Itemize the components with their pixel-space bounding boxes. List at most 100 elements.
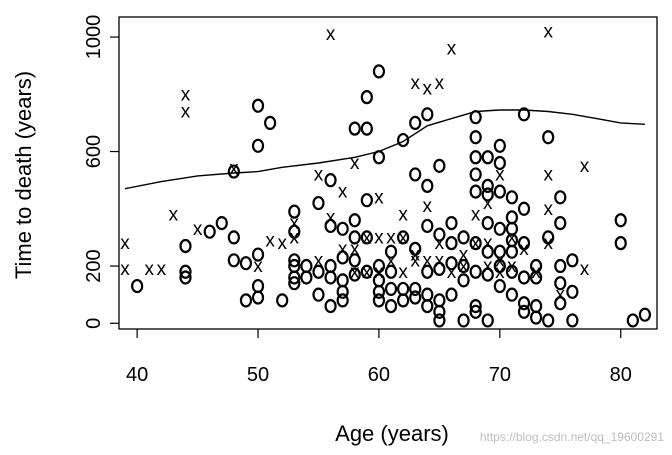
censored-point-marker: x: [290, 213, 300, 234]
event-point-marker: [566, 284, 579, 299]
event-point-marker: [421, 107, 434, 122]
event-point-marker: [397, 293, 410, 308]
event-point-marker: [445, 256, 458, 271]
y-tick-label: 0: [83, 318, 105, 329]
event-point-marker: [372, 284, 386, 299]
censored-point-marker: x: [386, 250, 396, 271]
censored-point-marker: x: [507, 227, 517, 248]
event-point-marker: [409, 290, 422, 305]
event-point-marker: [481, 267, 494, 282]
event-point-marker: [493, 138, 506, 153]
event-point-marker: [227, 230, 240, 245]
event-point-marker: [421, 299, 434, 314]
censored-point-marker: x: [435, 233, 445, 254]
event-point-marker: [530, 270, 543, 285]
event-point-marker: [251, 247, 265, 262]
event-point-marker: [493, 155, 506, 171]
event-point-marker: [493, 184, 506, 199]
censored-point-marker: x: [435, 250, 445, 271]
event-point-marker: [324, 270, 337, 285]
y-tick-label: 1000: [83, 15, 105, 60]
x-tick-label: 70: [489, 364, 511, 386]
event-point-marker: [481, 150, 494, 165]
event-point-marker: [517, 270, 531, 285]
event-point-marker: [530, 299, 543, 314]
censored-point-marker: x: [374, 187, 384, 208]
censored-point-marker: x: [157, 259, 167, 280]
censored-point-marker: x: [459, 256, 469, 277]
event-point-marker: [517, 304, 531, 319]
censored-point-marker: x: [362, 262, 372, 283]
event-point-marker: [179, 264, 192, 279]
event-point-marker: [481, 187, 494, 202]
censored-point-marker: x: [410, 250, 420, 271]
censored-point-marker: x: [350, 239, 360, 260]
censored-point-marker: x: [543, 21, 553, 42]
censored-point-marker: x: [483, 233, 493, 254]
event-point-marker: [469, 304, 482, 319]
event-point-marker: [251, 290, 265, 305]
censored-point-marker: x: [447, 262, 457, 283]
event-point-marker: [397, 132, 410, 148]
censored-point-marker: x: [229, 159, 239, 180]
event-point-marker: [239, 293, 253, 308]
event-point-marker: [421, 218, 434, 234]
event-point-marker: [566, 313, 579, 328]
censored-point-marker: x: [326, 24, 336, 45]
censored-point-marker: x: [181, 101, 191, 122]
event-point-marker: [505, 264, 519, 279]
event-point-marker: [324, 218, 337, 234]
censored-point-marker: x: [386, 227, 396, 248]
event-point-marker: [493, 221, 506, 236]
event-point-marker: [469, 236, 482, 251]
censored-point-marker: x: [265, 230, 275, 251]
event-point-marker: [445, 287, 458, 302]
x-tick-label: 50: [247, 364, 269, 386]
event-point-marker: [360, 193, 373, 208]
censored-point-marker: x: [410, 73, 420, 94]
event-point-marker: [421, 178, 434, 193]
event-point-marker: [445, 236, 458, 251]
event-point-marker: [288, 253, 301, 268]
event-point-marker: [433, 313, 446, 328]
censored-point-marker: x: [374, 227, 384, 248]
event-point-marker: [517, 107, 531, 122]
censored-point-marker: x: [556, 285, 566, 306]
censored-point-marker: x: [398, 205, 408, 226]
event-point-marker: [409, 281, 422, 297]
event-point-marker: [457, 313, 470, 328]
censored-point-marker: x: [483, 193, 493, 214]
x-tick-label: 80: [610, 364, 632, 386]
censored-point-marker: x: [326, 207, 336, 228]
event-point-marker: [336, 293, 349, 308]
censored-point-marker: x: [423, 79, 433, 100]
event-point-marker: [554, 276, 567, 291]
censored-point-marker: x: [447, 38, 457, 59]
event-point-marker: [469, 167, 482, 182]
event-point-marker: [324, 258, 337, 274]
event-point-marker: [469, 264, 482, 279]
censored-point-marker: x: [350, 262, 360, 283]
censored-point-marker: x: [314, 250, 324, 271]
censored-point-marker: x: [350, 153, 360, 174]
event-point-marker: [397, 281, 410, 297]
event-point-marker: [300, 258, 313, 274]
event-point-marker: [409, 115, 422, 131]
event-point-marker: [203, 224, 216, 239]
event-point-marker: [312, 287, 325, 302]
censored-point-marker: x: [471, 205, 481, 226]
x-tick-label: 60: [368, 364, 390, 386]
event-point-marker: [409, 241, 422, 256]
censored-point-marker: x: [471, 233, 481, 254]
x-axis-label: Age (years): [335, 421, 449, 446]
event-point-marker: [505, 287, 519, 302]
event-point-marker: [372, 258, 386, 274]
event-point-marker: [384, 244, 398, 259]
event-point-marker: [457, 230, 470, 245]
event-point-marker: [288, 204, 301, 219]
event-point-marker: [469, 184, 482, 199]
event-point-marker: [336, 250, 349, 265]
event-point-marker: [421, 287, 434, 302]
event-point-marker: [348, 253, 361, 268]
event-point-marker: [469, 110, 482, 125]
